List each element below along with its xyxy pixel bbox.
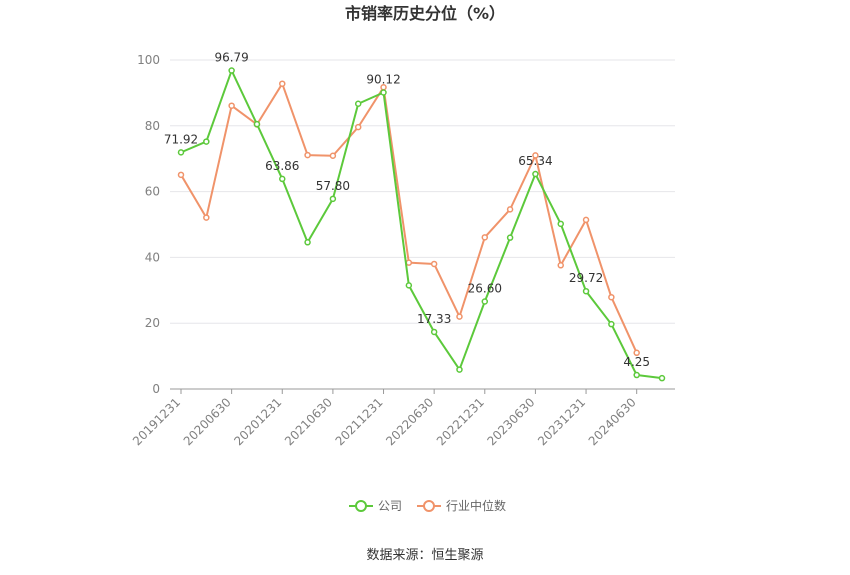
series-1 <box>177 80 640 357</box>
data-point[interactable] <box>279 80 286 87</box>
data-label: 26.60 <box>468 281 502 295</box>
data-point[interactable] <box>253 120 261 128</box>
x-tick-label: 20221231 <box>434 395 487 448</box>
data-point[interactable] <box>557 262 564 269</box>
data-point[interactable] <box>633 371 640 379</box>
y-axis: 0 20 40 60 80 100 <box>137 53 160 396</box>
data-point[interactable] <box>658 374 666 382</box>
x-tick-label: 20220630 <box>383 395 436 448</box>
data-point[interactable] <box>582 216 590 224</box>
data-point[interactable] <box>481 234 489 241</box>
legend-item-0[interactable]: 公司 <box>349 499 402 513</box>
data-point[interactable] <box>177 149 185 156</box>
y-tick-label: 80 <box>145 119 160 133</box>
legend-label: 公司 <box>378 499 402 513</box>
series-line <box>180 69 663 380</box>
data-label: 17.33 <box>417 312 451 326</box>
data-point[interactable] <box>430 328 438 336</box>
x-tick-label: 20211231 <box>333 395 386 448</box>
source-note: 数据来源：恒生聚源 <box>366 548 483 563</box>
data-label: 96.79 <box>214 51 248 65</box>
data-label: 65.34 <box>518 154 552 168</box>
y-tick-label: 0 <box>152 382 160 396</box>
data-point[interactable] <box>354 100 362 108</box>
data-point[interactable] <box>354 123 362 131</box>
data-point[interactable] <box>456 366 463 373</box>
data-point[interactable] <box>506 234 514 241</box>
chart-title: 市销率历史分位（%） <box>345 4 505 23</box>
data-label: 90.12 <box>366 73 400 87</box>
x-axis: 2019123120200630202012312021063020211231… <box>130 388 675 448</box>
data-point[interactable] <box>506 206 514 213</box>
data-point[interactable] <box>532 152 539 159</box>
legend-item-1[interactable]: 行业中位数 <box>417 498 506 513</box>
data-label: 4.25 <box>623 355 650 369</box>
y-tick-label: 40 <box>145 250 160 264</box>
series-line <box>180 82 638 354</box>
data-point[interactable] <box>329 195 337 203</box>
y-tick-label: 20 <box>145 316 160 330</box>
data-point[interactable] <box>405 282 413 289</box>
data-point[interactable] <box>608 293 615 301</box>
legend-marker <box>355 500 367 512</box>
legend-label: 行业中位数 <box>446 498 506 513</box>
data-point[interactable] <box>430 260 438 268</box>
data-point[interactable] <box>608 320 615 328</box>
series-layer <box>177 67 666 382</box>
data-point[interactable] <box>481 298 489 305</box>
series-0 <box>177 67 666 382</box>
data-point[interactable] <box>203 214 210 221</box>
data-label: 63.86 <box>265 159 299 173</box>
y-tick-label: 60 <box>145 185 160 199</box>
data-point[interactable] <box>532 170 539 178</box>
x-tick-label: 20191231 <box>130 395 183 448</box>
data-point[interactable] <box>177 171 185 179</box>
data-point[interactable] <box>329 152 337 159</box>
data-point[interactable] <box>582 287 590 295</box>
data-point[interactable] <box>456 313 463 320</box>
y-tick-label: 100 <box>137 53 160 67</box>
legend-marker <box>423 500 435 512</box>
data-point[interactable] <box>228 67 235 74</box>
x-tick-label: 20231231 <box>535 395 588 448</box>
data-labels: 71.92 96.79 63.86 57.80 90.12 17.33 26.60 65.34… <box>164 51 650 369</box>
data-point[interactable] <box>228 102 235 109</box>
data-point[interactable] <box>557 220 564 228</box>
data-point[interactable] <box>203 138 210 145</box>
x-tick-label: 20230630 <box>484 395 537 448</box>
data-label: 57.80 <box>316 179 350 193</box>
x-tick-label: 20200630 <box>181 395 234 448</box>
legend[interactable]: 公司 行业中位数 <box>349 498 506 513</box>
x-tick-label: 20240630 <box>586 395 639 448</box>
data-point[interactable] <box>380 89 387 96</box>
data-point[interactable] <box>633 349 640 357</box>
x-tick-label: 20210630 <box>282 395 335 448</box>
data-point[interactable] <box>279 175 286 183</box>
x-tick-label: 20201231 <box>231 395 284 448</box>
data-label: 71.92 <box>164 132 198 146</box>
data-point[interactable] <box>304 239 311 246</box>
data-point[interactable] <box>304 151 311 159</box>
data-label: 29.72 <box>569 271 603 285</box>
